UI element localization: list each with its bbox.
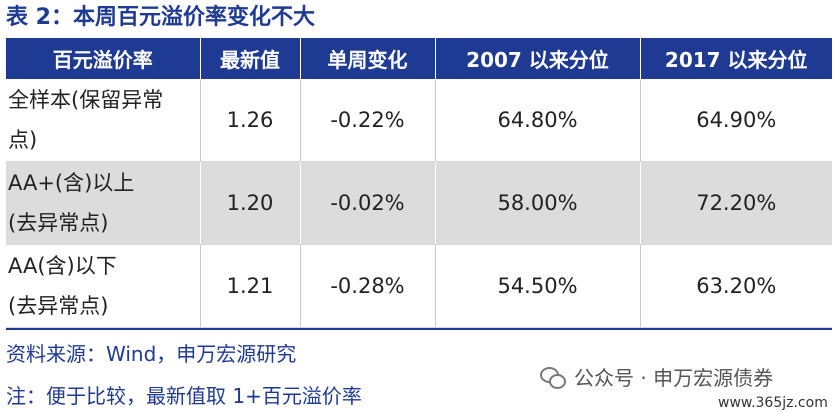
row-label-line1: AA(含)以下 (8, 254, 117, 278)
watermark-url: www.365jz.com (718, 395, 828, 411)
header-premium-rate: 百元溢价率 (6, 38, 200, 79)
cell-latest: 1.26 (199, 79, 300, 162)
cell-pct-since-2017: 63.20% (639, 244, 832, 328)
cell-pct-since-2007: 58.00% (434, 161, 640, 245)
cell-weekly-change: -0.02% (299, 161, 435, 245)
row-label: AA+(含)以上 (去异常点) (6, 161, 200, 245)
table-row: AA+(含)以上 (去异常点) 1.20 -0.02% 58.00% 72.20% (6, 161, 832, 245)
cell-pct-since-2017: 72.20% (639, 161, 832, 245)
watermark: 公众号 · 申万宏源债券 (540, 364, 773, 392)
row-label-line1: AA+(含)以上 (8, 171, 135, 195)
premium-rate-table: 百元溢价率 最新值 单周变化 2007 以来分位 2017 以来分位 全样本(保… (6, 38, 832, 328)
source-note: 资料来源：Wind，申万宏源研究 (6, 342, 297, 366)
cell-weekly-change: -0.22% (299, 79, 435, 162)
table-title: 表 2：本周百元溢价率变化不大 (6, 5, 315, 30)
row-label-line2: (去异常点) (8, 211, 109, 235)
table-bottom-rule (6, 328, 832, 330)
watermark-text: 公众号 · 申万宏源债券 (574, 366, 774, 390)
cell-pct-since-2007: 54.50% (434, 244, 640, 328)
header-latest: 最新值 (199, 38, 300, 79)
cell-pct-since-2017: 64.90% (639, 79, 832, 162)
table-row: 全样本(保留异常 点) 1.26 -0.22% 64.80% 64.90% (6, 79, 832, 162)
row-label: 全样本(保留异常 点) (6, 79, 200, 162)
row-label-line1: 全样本(保留异常 (8, 88, 164, 112)
header-weekly-change: 单周变化 (299, 38, 435, 79)
table-header-row: 百元溢价率 最新值 单周变化 2007 以来分位 2017 以来分位 (6, 38, 832, 79)
cell-latest: 1.21 (199, 244, 300, 328)
row-label-line2: (去异常点) (8, 294, 109, 318)
row-label-line2: 点) (8, 128, 38, 152)
footnote: 注：便于比较，最新值取 1+百元溢价率 (6, 384, 362, 408)
row-label: AA(含)以下 (去异常点) (6, 244, 200, 328)
cell-pct-since-2007: 64.80% (434, 79, 640, 162)
cell-latest: 1.20 (199, 161, 300, 245)
wechat-icon (540, 367, 566, 389)
cell-weekly-change: -0.28% (299, 244, 435, 328)
header-pct-since-2017: 2017 以来分位 (639, 38, 832, 79)
table-row: AA(含)以下 (去异常点) 1.21 -0.28% 54.50% 63.20% (6, 244, 832, 328)
header-pct-since-2007: 2007 以来分位 (434, 38, 640, 79)
